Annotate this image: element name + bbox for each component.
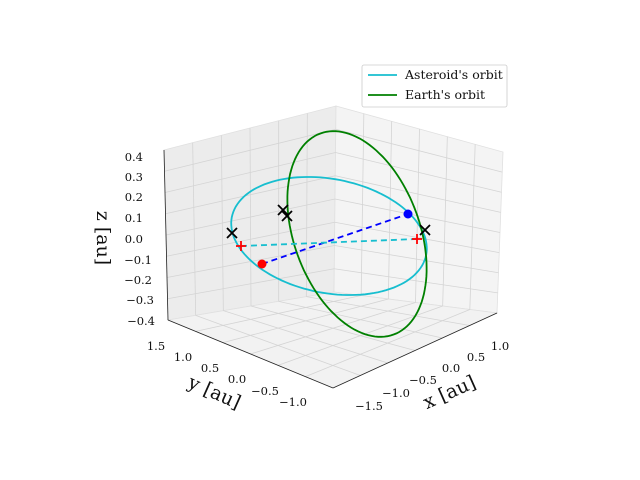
data-layer — [226, 130, 431, 338]
z-tick-label: 0.3 — [125, 170, 143, 184]
z-axis-line — [163, 149, 169, 321]
x-tick-label: −0.5 — [409, 373, 437, 387]
z-tick-labels: 0.4 0.3 0.2 0.1 0.0 −0.1 −0.2 −0.3 −0.4 — [124, 150, 155, 328]
x-tick-label: −1.5 — [355, 399, 383, 413]
red-dot-marker — [257, 259, 267, 269]
y-tick-label: 1.5 — [147, 339, 165, 353]
z-tick-label: 0.2 — [125, 190, 143, 204]
z-axis-label: z [au] — [92, 211, 114, 265]
grid-line — [334, 268, 498, 294]
y-axis-line — [167, 319, 334, 389]
grid-line — [164, 128, 336, 172]
grid-line — [334, 245, 499, 274]
x-tick-label: 0.5 — [467, 350, 485, 364]
y-tick-label: −0.5 — [251, 384, 279, 398]
red-plus-marker — [412, 234, 422, 244]
x-stroke — [277, 204, 289, 216]
y-tick-label: 0.5 — [201, 361, 219, 375]
legend: Asteroid's orbit Earth's orbit — [361, 64, 508, 108]
grid-line — [165, 198, 336, 236]
grid-line — [165, 175, 336, 215]
grid-line — [305, 309, 470, 378]
grid-line — [335, 152, 502, 193]
z-tick-label: 0.4 — [125, 150, 143, 164]
back-pane-right — [333, 105, 504, 314]
black-x-marker — [277, 204, 289, 216]
black-x-marker — [281, 210, 293, 222]
z-tick-label: −0.3 — [126, 293, 154, 307]
z-tick-label: 0.1 — [125, 211, 143, 225]
grid-line — [335, 175, 501, 213]
grid-line — [195, 295, 362, 332]
z-tick-label: −0.2 — [124, 273, 152, 287]
y-tick-label: 0.0 — [228, 372, 246, 386]
connector-dashed-line — [261, 213, 409, 265]
x-tick-labels: −1.5 −1.0 −0.5 0.0 0.5 1.0 — [355, 339, 509, 413]
grid-line — [335, 128, 503, 173]
black-x-marker — [226, 227, 238, 239]
red-plus-marker — [236, 241, 246, 251]
grid-line — [250, 302, 416, 355]
x-stroke — [281, 210, 293, 222]
earth-orbit-line — [286, 130, 428, 338]
x-tick-label: −1.0 — [382, 386, 410, 400]
asteroid-orbit-line — [230, 176, 428, 296]
black-x-marker — [419, 224, 431, 236]
legend-label-earth: Earth's orbit — [405, 87, 485, 102]
y-tick-label: −1.0 — [279, 395, 307, 409]
x-stroke — [419, 224, 431, 236]
x-tick-label: 1.0 — [491, 339, 509, 353]
legend-box — [361, 64, 508, 108]
x-tick-label: 0.0 — [442, 361, 460, 375]
grid-line — [166, 221, 335, 257]
y-tick-labels: 1.5 1.0 0.5 0.0 −0.5 −1.0 — [147, 339, 307, 409]
grid-line — [164, 152, 336, 193]
legend-label-asteroid: Asteroid's orbit — [404, 67, 503, 82]
y-tick-label: 1.0 — [174, 350, 192, 364]
z-tick-label: −0.1 — [124, 253, 152, 267]
grid-lines — [164, 113, 503, 378]
z-tick-label: 0.0 — [125, 232, 143, 246]
grid-line — [222, 298, 389, 344]
x-axis-line — [332, 312, 498, 389]
blue-dot-marker — [403, 209, 413, 219]
x-stroke — [226, 227, 238, 239]
z-tick-label: −0.4 — [127, 314, 155, 328]
